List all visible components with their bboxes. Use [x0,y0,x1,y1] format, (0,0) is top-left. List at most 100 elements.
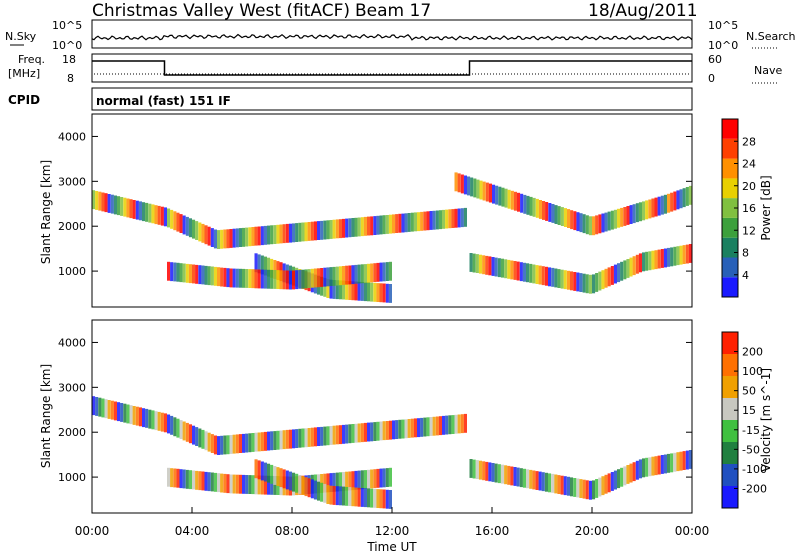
power-colorbar: 28 24 20 16 12 8 4 Power [dB] [721,118,773,298]
velocity-echo-cell [478,460,482,480]
power-echo-cell [463,175,467,195]
velocity-echo-cell [188,470,192,490]
power-y-tick-label: 1000 [58,265,86,278]
power-echo-cell [676,246,680,266]
power-echo-cell [617,208,621,228]
velocity-echo-cell [373,469,377,489]
velocity-echo-cell [235,474,239,494]
velocity-echo-cell [254,432,258,452]
velocity-echo-cell [154,411,158,431]
power-echo-cell [592,216,596,236]
velocity-echo-cell [382,489,386,509]
cpid-panel: CPID normal (fast) 151 IF [8,87,693,111]
velocity-echo-cell [342,486,346,506]
velocity-echo-cell [345,486,349,506]
velocity-echo-cell [101,398,105,418]
velocity-echo-cell [142,408,146,428]
power-echo-cell [532,197,536,217]
velocity-echo-cell [220,473,224,493]
velocity-echo-cell [560,475,564,495]
velocity-echo-cell [282,469,286,489]
velocity-echo-cell [432,416,436,436]
power-echo-cell [273,270,277,289]
cpid-panel-frame [91,87,693,111]
power-echo-cell [563,208,567,227]
power-echo-cell [607,211,611,231]
power-echo-cell [304,222,308,242]
power-echo-cell [385,215,389,234]
nave-tick-bottom: 0 [708,72,715,85]
power-echo-cell [482,255,486,275]
noise-panel-frame [91,19,693,49]
velocity-echo-cell [273,476,277,495]
power-echo-cell [248,269,252,288]
nsearch-label: N.Search [746,30,796,43]
time-axis-label: Time UT [366,540,417,554]
power-echo-cell [338,219,342,239]
velocity-echo-cell [251,475,255,495]
velocity-echo-cell [173,417,177,437]
power-echo-cell [267,269,271,289]
velocity-echo-cell [642,458,646,478]
velocity-echo-cell [176,468,180,488]
velocity-echo-cell [682,451,686,470]
velocity-echo-cell [207,432,211,452]
power-echo-cell [432,210,436,230]
power-echo-cell [245,227,249,247]
power-echo-cell [610,266,614,285]
velocity-echo-cell [551,473,555,493]
velocity-echo-cell [335,472,339,492]
velocity-echo-cell [310,479,314,499]
velocity-echo-cell [298,428,302,448]
power-echo-cell [348,281,352,300]
velocity-echo-cell [245,433,249,453]
velocity-echo-cell [326,485,330,504]
power-echo-cell [645,200,649,220]
power-echo-cell [610,210,614,230]
power-echo-cell [279,224,283,244]
power-echo-cell [267,257,271,277]
power-echo-cell [229,268,233,288]
time-tick-label: 12:00 [375,524,410,538]
velocity-echo-cell [423,417,427,437]
power-echo-cell [295,223,299,242]
velocity-echo-cell [201,471,205,491]
power-echo-cell [223,267,227,287]
power-echo-cell [479,180,483,200]
power-echo-cell [682,188,686,208]
velocity-echo-cell [313,427,317,447]
velocity-echo-cell [317,427,321,446]
power-echo-cell [176,212,180,232]
power-echo-cell [179,263,183,283]
power-echo-cell [201,265,205,285]
velocity-echo-cell [626,465,630,484]
power-cbar-tick-label: 24 [742,158,756,171]
power-echo-cell [379,283,383,303]
power-echo-cell [475,254,479,273]
power-echo-cell [135,200,139,220]
velocity-echo-cell [629,463,633,483]
velocity-echo-cell [388,467,392,487]
power-echo-cell [478,254,482,274]
power-echo-cell [370,216,374,236]
power-echo-cell [126,198,130,218]
power-echo-cell [620,261,624,281]
velocity-echo-cell [382,468,386,488]
power-echo-cell [567,209,571,228]
time-tick-label: 20:00 [575,524,610,538]
power-echo-cell [451,209,455,228]
power-echo-cell [307,222,311,241]
velocity-cbar-tick-label: 200 [742,346,763,359]
velocity-echo-cell [92,396,96,416]
power-echo-cell [429,211,433,230]
velocity-colorbar-label: Velocity [m s^-1] [759,368,773,472]
power-echo-cell [235,268,239,288]
power-echo-cell [660,249,664,268]
velocity-echo-cell [129,405,133,425]
velocity-echo-cell [285,470,289,490]
velocity-echo-cell [204,471,208,491]
power-echo-cell [235,228,239,248]
velocity-echo-cell [385,489,389,509]
power-echo-cell [263,256,267,276]
